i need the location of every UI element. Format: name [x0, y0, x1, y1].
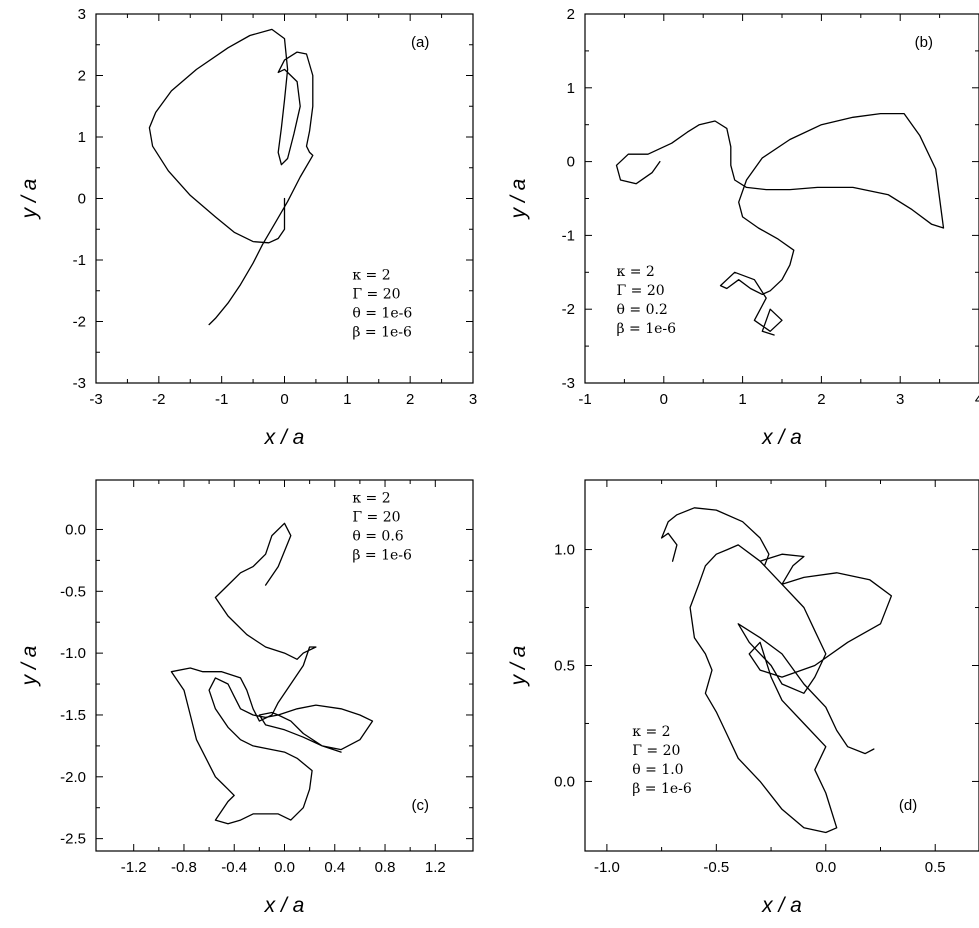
x-tick-label: 4: [975, 391, 979, 408]
y-tick-label: -1.5: [60, 707, 86, 724]
panel-label: (a): [411, 34, 429, 51]
y-tick-label: 0: [78, 191, 86, 208]
y-tick-label: -2.0: [60, 769, 86, 786]
param-label: Γ = 20: [617, 283, 665, 299]
trajectory-line: [615, 112, 945, 336]
trajectory-line: [148, 28, 314, 326]
param-label: Γ = 20: [632, 743, 680, 759]
panel-label: (c): [411, 797, 429, 814]
y-tick-label: 0: [567, 154, 575, 171]
param-label: κ = 2: [617, 264, 655, 280]
param-label: θ = 1e-6: [352, 306, 412, 322]
param-label: θ = 0.6: [352, 528, 403, 544]
y-axis-label: y / a: [507, 646, 530, 688]
param-label: β = 1e-6: [352, 547, 412, 563]
x-tick-label: 1: [343, 391, 351, 408]
x-tick-label: 0.0: [274, 859, 295, 876]
x-tick-label: -1.0: [594, 859, 620, 876]
x-tick-label: -2: [152, 391, 165, 408]
panel-a: -3 -2 -1 0 1 2 3 -3 -2 -1 0 1 2 3 x / a y / a (a) κ = 2 Γ …: [18, 6, 477, 449]
x-tick-label: -0.8: [171, 859, 197, 876]
x-tick-label: 1: [738, 391, 746, 408]
x-tick-label: 0.5: [925, 859, 946, 876]
trajectory-line: [170, 522, 374, 825]
panel-c: -1.2 -0.8 -0.4 0.0 0.4 0.8 1.2 -2.5 -2.0 -1.5 -1.0…: [18, 479, 474, 917]
y-tick-label: 3: [78, 6, 86, 23]
param-label: Γ = 20: [352, 287, 400, 303]
x-tick-label: 3: [469, 391, 477, 408]
param-label: β = 1e-6: [352, 325, 412, 341]
param-label: θ = 1.0: [632, 762, 683, 778]
x-tick-label: -1: [578, 391, 591, 408]
x-axis-label: x / a: [761, 894, 802, 917]
y-tick-label: -1.0: [60, 645, 86, 662]
y-tick-label: -3: [562, 375, 575, 392]
panel-label: (b): [915, 34, 933, 51]
y-tick-label: 2: [567, 6, 575, 23]
param-label: Γ = 20: [352, 509, 400, 525]
x-tick-label: 2: [406, 391, 414, 408]
x-tick-label: -3: [89, 391, 102, 408]
param-label: κ = 2: [632, 724, 670, 740]
x-tick-label: 0.8: [375, 859, 396, 876]
y-tick-label: 1.0: [554, 542, 575, 559]
y-tick-label: 0.5: [554, 658, 575, 675]
x-tick-label: -0.5: [703, 859, 729, 876]
param-label: κ = 2: [352, 490, 390, 506]
x-tick-label: 2: [817, 391, 825, 408]
x-tick-label: 0: [280, 391, 288, 408]
y-tick-label: 0.0: [65, 521, 86, 538]
x-axis-label: x / a: [264, 894, 305, 917]
x-tick-label: -1.2: [121, 859, 147, 876]
x-tick-label: -1: [215, 391, 228, 408]
y-axis-label: y / a: [18, 179, 41, 221]
x-tick-label: 3: [896, 391, 904, 408]
y-tick-label: 1: [78, 129, 86, 146]
x-tick-label: 0: [660, 391, 668, 408]
x-tick-label: 1.2: [425, 859, 446, 876]
y-tick-label: 0.0: [554, 773, 575, 790]
x-tick-label: 0.0: [815, 859, 836, 876]
panel-b: -1 0 1 2 3 4 -3 -2 -1 0 1 2 x / a y / a (b) κ = 2 Γ = 20…: [507, 6, 979, 449]
y-axis-label: y / a: [507, 179, 530, 221]
y-tick-label: -2: [562, 301, 575, 318]
y-tick-label: -2.5: [60, 831, 86, 848]
x-axis-label: x / a: [761, 426, 802, 449]
y-tick-label: -0.5: [60, 583, 86, 600]
plot-frame: [95, 479, 474, 852]
y-tick-label: -1: [562, 227, 575, 244]
trajectory-line: [660, 507, 893, 834]
param-label: θ = 0.2: [617, 302, 668, 318]
panel-label: (d): [899, 797, 917, 814]
param-label: β = 1e-6: [632, 781, 692, 797]
y-axis-label: y / a: [18, 646, 41, 688]
x-tick-label: -0.4: [221, 859, 247, 876]
x-tick-label: 0.4: [324, 859, 345, 876]
y-tick-label: -3: [73, 375, 86, 392]
y-tick-label: 1: [567, 80, 575, 97]
param-label: κ = 2: [352, 268, 390, 284]
y-tick-label: 2: [78, 68, 86, 85]
y-tick-label: -2: [73, 314, 86, 331]
x-axis-label: x / a: [264, 426, 305, 449]
panel-d: -1.0 -0.5 0.0 0.5 0.0 0.5 1.0 x / a y / a (d) κ = …: [507, 479, 979, 917]
y-tick-label: -1: [73, 252, 86, 269]
param-label: β = 1e-6: [617, 321, 677, 337]
